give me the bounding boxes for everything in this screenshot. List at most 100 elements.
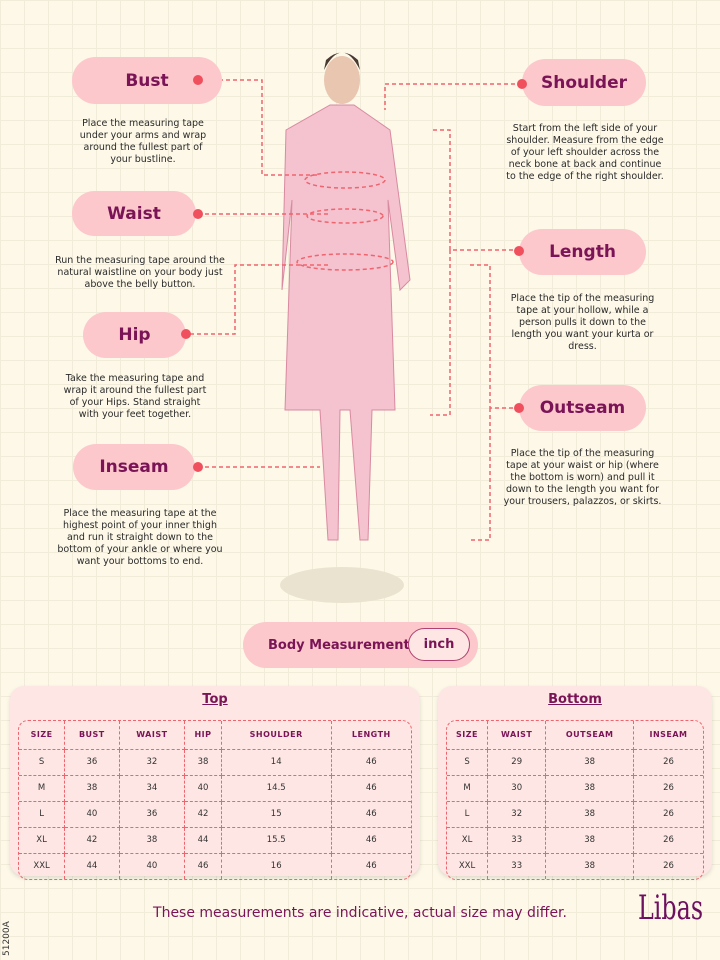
table-cell: L bbox=[447, 800, 489, 828]
product-code: 51200A bbox=[2, 921, 12, 956]
table-cell: 26 bbox=[633, 774, 703, 802]
table-cell: 15.5 bbox=[220, 826, 332, 854]
table-cell: 46 bbox=[330, 748, 411, 776]
table-cell: 38 bbox=[545, 826, 634, 854]
table-cell: L bbox=[19, 800, 66, 828]
table-cell: 44 bbox=[64, 852, 120, 879]
table-cell: 30 bbox=[487, 774, 547, 802]
table-cell: S bbox=[19, 748, 66, 776]
table-cell: 26 bbox=[633, 852, 703, 879]
table-cell: XXL bbox=[19, 852, 66, 879]
table-cell: 26 bbox=[633, 826, 703, 854]
inseam-label: Inseam bbox=[73, 444, 195, 490]
inseam-marker bbox=[193, 462, 203, 472]
column-header: INSEAM bbox=[633, 721, 703, 750]
bottom-size-card: Bottom SIZE WAIST OUTSEAM INSEAM S 29 38 26 M 30 3… bbox=[438, 686, 712, 880]
table-cell: 16 bbox=[220, 852, 332, 879]
top-title: Top bbox=[202, 692, 228, 707]
table-cell: 38 bbox=[545, 852, 634, 879]
waist-label: Waist bbox=[72, 191, 196, 236]
table-cell: 44 bbox=[184, 826, 222, 854]
waist-description: Run the measuring tape around the natura… bbox=[55, 255, 225, 290]
column-header: SIZE bbox=[19, 721, 66, 750]
outseam-label: Outseam bbox=[519, 385, 646, 431]
table-cell: 46 bbox=[330, 826, 411, 854]
model-figure bbox=[280, 52, 411, 603]
table-cell: 42 bbox=[184, 800, 222, 828]
length-description: Place the tip of the measuring tape at y… bbox=[510, 293, 655, 352]
table-cell: 26 bbox=[633, 800, 703, 828]
table-cell: 40 bbox=[184, 774, 222, 802]
table-row: L 40 36 42 15 46 bbox=[19, 800, 411, 828]
length-label: Length bbox=[519, 229, 646, 275]
column-header: SIZE bbox=[447, 721, 489, 750]
body-measurement-label: Body Measurement bbox=[268, 637, 410, 653]
table-row: S 29 38 26 bbox=[447, 748, 703, 776]
table-cell: 38 bbox=[118, 826, 186, 854]
table-cell: 38 bbox=[545, 748, 634, 776]
table-cell: 40 bbox=[118, 852, 186, 879]
bust-marker bbox=[193, 75, 203, 85]
table-cell: 15 bbox=[220, 800, 332, 828]
column-header: BUST bbox=[64, 721, 120, 750]
column-header: WAIST bbox=[487, 721, 547, 750]
table-cell: 46 bbox=[330, 852, 411, 879]
table-cell: 14 bbox=[220, 748, 332, 776]
table-cell: 38 bbox=[545, 774, 634, 802]
table-cell: 46 bbox=[184, 852, 222, 879]
table-cell: M bbox=[447, 774, 489, 802]
table-cell: 38 bbox=[64, 774, 120, 802]
column-header: OUTSEAM bbox=[545, 721, 634, 750]
table-row: XL 42 38 44 15.5 46 bbox=[19, 826, 411, 854]
table-cell: 36 bbox=[64, 748, 120, 776]
table-cell: 29 bbox=[487, 748, 547, 776]
table-cell: 14.5 bbox=[220, 774, 332, 802]
bottom-size-table: SIZE WAIST OUTSEAM INSEAM S 29 38 26 M 30 38 26 L 32 3… bbox=[447, 721, 703, 879]
bottom-title: Bottom bbox=[548, 692, 602, 707]
bust-label: Bust bbox=[72, 57, 222, 104]
shoulder-marker bbox=[517, 79, 527, 89]
table-cell: XXL bbox=[447, 852, 489, 879]
outseam-marker bbox=[514, 403, 524, 413]
table-cell: 33 bbox=[487, 826, 547, 854]
hip-description: Take the measuring tape and wrap it arou… bbox=[63, 373, 207, 420]
table-row: M 38 34 40 14.5 46 bbox=[19, 774, 411, 802]
column-header: SHOULDER bbox=[220, 721, 332, 750]
unit-inch-button[interactable]: inch bbox=[408, 628, 470, 661]
bust-description: Place the measuring tape under your arms… bbox=[79, 118, 207, 165]
column-header: LENGTH bbox=[330, 721, 411, 750]
top-size-card: Top SIZE BUST WAIST HIP SHOULDER LENGTH S 36 32 3… bbox=[10, 686, 420, 880]
waist-marker bbox=[193, 209, 203, 219]
illustration bbox=[190, 52, 522, 603]
table-cell: 40 bbox=[64, 800, 120, 828]
inseam-description: Place the measuring tape at the highest … bbox=[57, 508, 223, 567]
top-size-table: SIZE BUST WAIST HIP SHOULDER LENGTH S 36 32 38 14 4… bbox=[19, 721, 411, 879]
libas-logo: Libas bbox=[638, 888, 704, 928]
column-header: WAIST bbox=[118, 721, 186, 750]
outseam-description: Place the tip of the measuring tape at y… bbox=[503, 448, 662, 507]
table-cell: M bbox=[19, 774, 66, 802]
table-cell: 38 bbox=[545, 800, 634, 828]
column-header: HIP bbox=[184, 721, 222, 750]
table-cell: 32 bbox=[118, 748, 186, 776]
table-cell: 26 bbox=[633, 748, 703, 776]
hip-marker bbox=[181, 329, 191, 339]
table-row: S 36 32 38 14 46 bbox=[19, 748, 411, 776]
table-cell: 42 bbox=[64, 826, 120, 854]
table-cell: 46 bbox=[330, 774, 411, 802]
length-marker bbox=[514, 246, 524, 256]
table-row: XL 33 38 26 bbox=[447, 826, 703, 854]
table-row: M 30 38 26 bbox=[447, 774, 703, 802]
table-cell: 34 bbox=[118, 774, 186, 802]
unit-toggle: Body Measurement inch bbox=[243, 622, 478, 668]
hip-label: Hip bbox=[83, 312, 186, 358]
table-cell: S bbox=[447, 748, 489, 776]
disclaimer: These measurements are indicative, actua… bbox=[153, 905, 567, 921]
table-row: XXL 44 40 46 16 46 bbox=[19, 852, 411, 879]
table-cell: 46 bbox=[330, 800, 411, 828]
shoulder-label: Shoulder bbox=[522, 59, 646, 106]
table-cell: XL bbox=[447, 826, 489, 854]
shoulder-description: Start from the left side of your shoulde… bbox=[506, 123, 664, 182]
table-row: L 32 38 26 bbox=[447, 800, 703, 828]
table-cell: 36 bbox=[118, 800, 186, 828]
